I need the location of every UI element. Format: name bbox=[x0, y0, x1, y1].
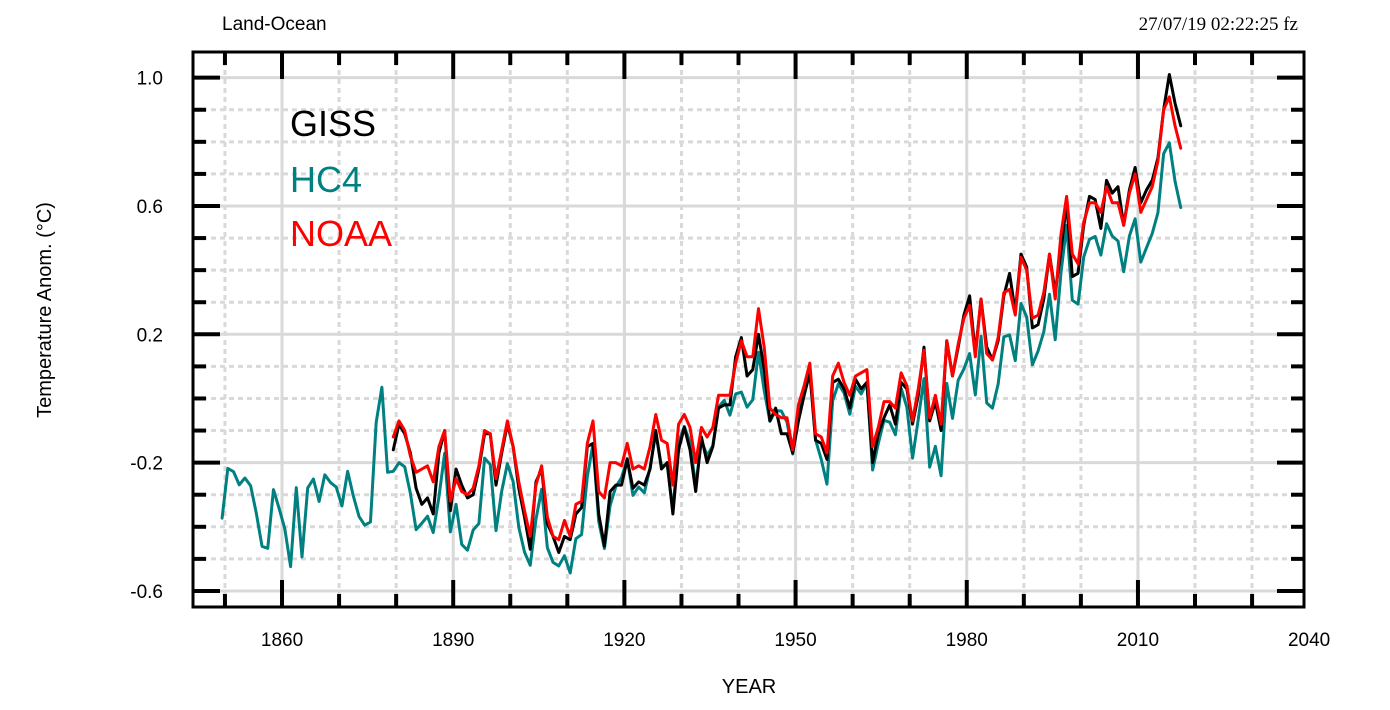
x-tick-label: 1890 bbox=[432, 630, 474, 651]
x-tick-label: 1860 bbox=[261, 630, 303, 651]
series-line-noaa bbox=[391, 95, 1183, 542]
y-tick-label: 1.0 bbox=[137, 69, 163, 90]
y-tick-label: 0.2 bbox=[137, 325, 163, 346]
legend-label-giss: GISS bbox=[290, 103, 376, 144]
x-tick-label: 1950 bbox=[774, 630, 816, 651]
legend: GISS HC4 NOAA bbox=[290, 103, 392, 254]
timestamp: 27/07/19 02:22:25 fz bbox=[1139, 14, 1298, 35]
x-tick-label: 1920 bbox=[603, 630, 645, 651]
y-tick-label: -0.6 bbox=[130, 582, 163, 603]
y-tick-labels: -0.6 -0.2 0.2 0.6 1.0 bbox=[130, 69, 163, 603]
axis-ticks bbox=[193, 52, 1304, 607]
legend-label-noaa: NOAA bbox=[290, 213, 392, 254]
chart-title: Land-Ocean bbox=[222, 14, 327, 35]
x-tick-label: 2010 bbox=[1117, 630, 1159, 651]
series-layer bbox=[220, 72, 1183, 575]
legend-label-hc4: HC4 bbox=[290, 159, 362, 200]
y-axis-title: Temperature Anom. (°C) bbox=[34, 202, 56, 418]
x-tick-label: 2040 bbox=[1288, 630, 1330, 651]
y-tick-label: 0.6 bbox=[137, 197, 163, 218]
x-tick-labels: 1860 1890 1920 1950 1980 2010 2040 bbox=[261, 630, 1330, 651]
x-axis-title: YEAR bbox=[722, 676, 776, 698]
grid bbox=[193, 52, 1304, 607]
y-tick-label: -0.2 bbox=[130, 454, 163, 475]
x-tick-label: 1980 bbox=[946, 630, 988, 651]
plot-frame bbox=[191, 50, 1306, 609]
